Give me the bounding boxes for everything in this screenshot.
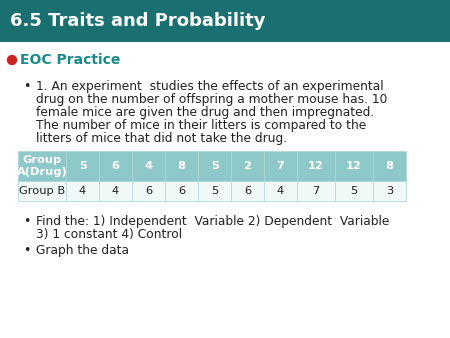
Text: Group B: Group B bbox=[19, 186, 65, 196]
Text: 4: 4 bbox=[277, 186, 284, 196]
Text: 4: 4 bbox=[112, 186, 119, 196]
Text: The number of mice in their litters is compared to the: The number of mice in their litters is c… bbox=[36, 119, 366, 132]
Text: 4: 4 bbox=[144, 161, 153, 171]
Text: •: • bbox=[23, 80, 31, 93]
Text: 6: 6 bbox=[244, 186, 251, 196]
Text: 6.5 Traits and Probability: 6.5 Traits and Probability bbox=[10, 12, 265, 30]
Text: 8: 8 bbox=[386, 161, 393, 171]
Bar bbox=[18, 151, 406, 181]
Text: Group
A(Drug): Group A(Drug) bbox=[17, 155, 68, 177]
Text: 5: 5 bbox=[211, 186, 218, 196]
Text: 4: 4 bbox=[79, 186, 86, 196]
Text: 1. An experiment  studies the effects of an experimental: 1. An experiment studies the effects of … bbox=[36, 80, 383, 93]
Text: 3: 3 bbox=[386, 186, 393, 196]
Text: 7: 7 bbox=[312, 186, 319, 196]
Text: 6: 6 bbox=[178, 186, 185, 196]
Text: female mice are given the drug and then impregnated.: female mice are given the drug and then … bbox=[36, 106, 374, 119]
Circle shape bbox=[8, 55, 17, 65]
Text: 6: 6 bbox=[112, 161, 120, 171]
Text: •: • bbox=[23, 244, 31, 257]
Text: 5: 5 bbox=[211, 161, 218, 171]
Text: 6: 6 bbox=[145, 186, 152, 196]
Text: litters of mice that did not take the drug.: litters of mice that did not take the dr… bbox=[36, 132, 287, 145]
Text: 12: 12 bbox=[308, 161, 324, 171]
Text: 5: 5 bbox=[79, 161, 86, 171]
Text: Graph the data: Graph the data bbox=[36, 244, 129, 257]
Bar bbox=[18, 181, 406, 201]
Text: drug on the number of offspring a mother mouse has. 10: drug on the number of offspring a mother… bbox=[36, 93, 387, 106]
Text: 5: 5 bbox=[351, 186, 358, 196]
Text: Find the: 1) Independent  Variable 2) Dependent  Variable: Find the: 1) Independent Variable 2) Dep… bbox=[36, 215, 389, 228]
Text: 3) 1 constant 4) Control: 3) 1 constant 4) Control bbox=[36, 228, 182, 241]
Text: EOC Practice: EOC Practice bbox=[20, 53, 121, 67]
Text: 7: 7 bbox=[277, 161, 284, 171]
Text: •: • bbox=[23, 215, 31, 228]
Text: 12: 12 bbox=[346, 161, 362, 171]
Bar bbox=[0, 0, 450, 42]
Text: 2: 2 bbox=[243, 161, 252, 171]
Text: 8: 8 bbox=[177, 161, 185, 171]
